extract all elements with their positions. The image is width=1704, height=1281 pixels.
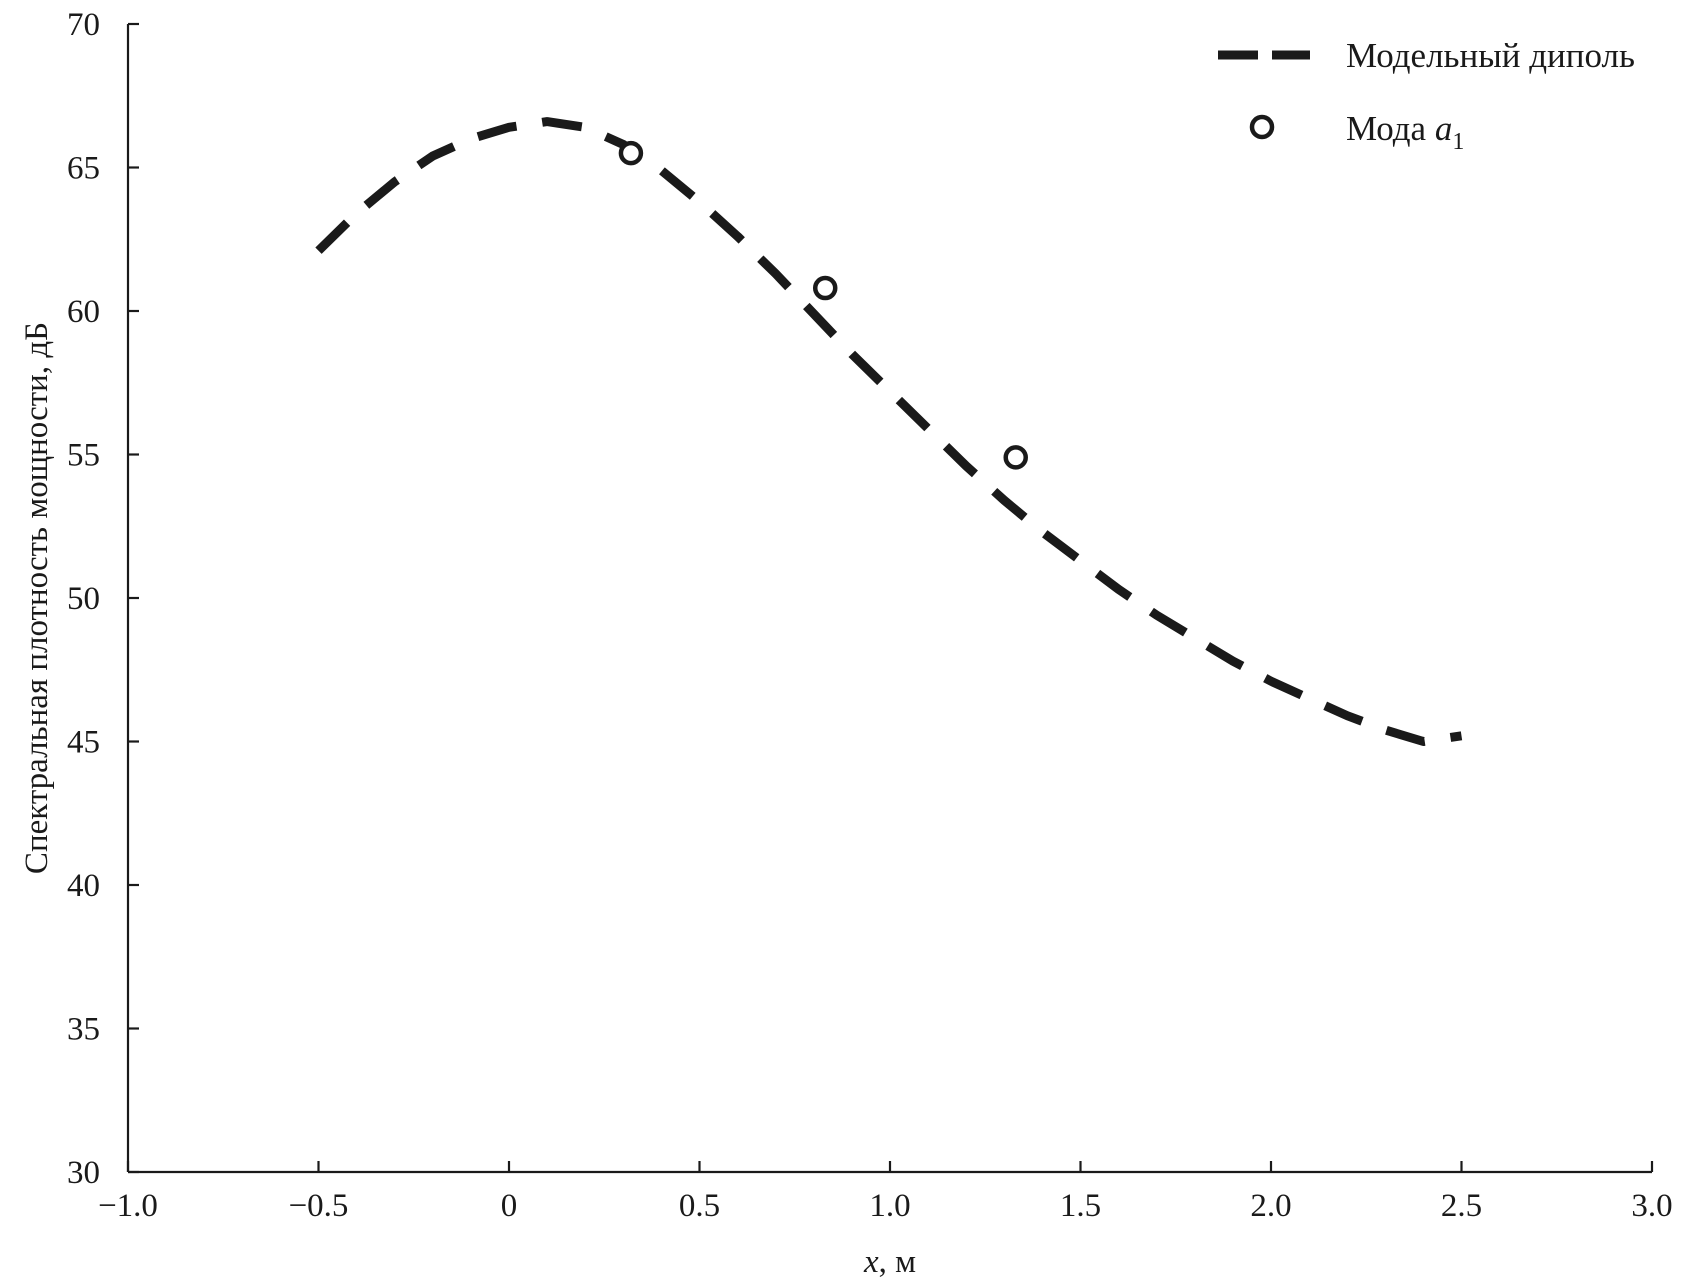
series-line-dipole (315, 117, 1463, 746)
legend-label-dipole: Модельный диполь (1346, 36, 1635, 75)
legend-mode-main: Мода (1346, 109, 1435, 148)
data-point-mode-a1 (1003, 445, 1028, 470)
x-tick-label: 0.5 (679, 1188, 720, 1224)
y-tick-label: 70 (67, 7, 100, 43)
x-axis-title: x, м (863, 1244, 916, 1280)
x-axis-unit: , м (879, 1244, 917, 1280)
x-tick-label: 1.5 (1060, 1188, 1101, 1224)
x-tick-label: −1.0 (98, 1188, 158, 1224)
x-tick-label: 3.0 (1631, 1188, 1672, 1224)
data-point-mode-a1 (812, 275, 838, 301)
x-tick-label: −0.5 (289, 1188, 349, 1224)
series-layer (315, 117, 1463, 746)
y-tick-label: 55 (67, 438, 100, 474)
x-tick-label: 2.5 (1441, 1188, 1482, 1224)
y-tick-label: 45 (67, 725, 100, 761)
y-tick-label: 65 (67, 151, 100, 187)
x-tick-label: 1.0 (869, 1188, 910, 1224)
x-tick-label: 0 (501, 1188, 518, 1224)
y-tick-label: 50 (67, 581, 100, 617)
legend-mode-var: a (1435, 109, 1453, 148)
legend-circle-marker (1249, 114, 1275, 140)
y-ticks: 30 35 40 45 50 55 60 65 70 (67, 7, 139, 1191)
x-axis-var: x (863, 1244, 879, 1280)
legend-mode-subscript: 1 (1452, 129, 1464, 155)
y-tick-label: 60 (67, 294, 100, 330)
y-tick-label: 40 (67, 868, 100, 904)
x-tick-label: 2.0 (1250, 1188, 1291, 1224)
legend-label-mode: Мода a1 (1346, 109, 1464, 155)
legend: Модельный диполь Мода a1 (1218, 36, 1635, 155)
plot-area: −1.0 −0.5 0 0.5 1.0 1.5 2.0 2.5 3.0 30 35 40 45 50 55… (67, 7, 1673, 1224)
y-tick-label: 30 (67, 1155, 100, 1191)
y-axis-title: Спектральная плотность мощности, дБ (19, 322, 55, 874)
y-tick-label: 35 (67, 1012, 100, 1048)
x-ticks: −1.0 −0.5 0 0.5 1.0 1.5 2.0 2.5 3.0 (98, 1161, 1673, 1224)
data-point-mode-a1 (618, 140, 644, 166)
